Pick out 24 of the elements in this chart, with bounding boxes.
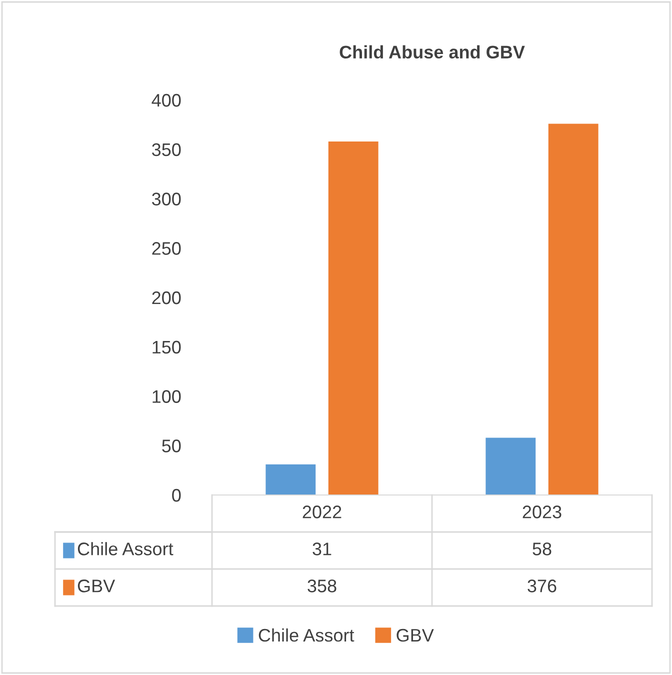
- data-label: 58: [532, 542, 552, 556]
- bar: [266, 464, 316, 495]
- y-tick-label: 350: [152, 143, 181, 156]
- y-tick-label: 300: [152, 192, 181, 206]
- y-tick-label: 400: [152, 94, 181, 107]
- text: Chile Assort: [258, 628, 354, 642]
- text: GBV: [78, 580, 116, 592]
- legend-label: Chile Assort: [78, 542, 174, 556]
- bar: [486, 438, 536, 495]
- data-label: 31: [312, 542, 332, 556]
- y-tick-label: 250: [152, 242, 181, 255]
- x-tick-label: 2023: [522, 506, 562, 518]
- bar: [548, 124, 598, 495]
- x-tick-label: 2022: [302, 506, 342, 518]
- legend-label: GBV: [396, 628, 434, 642]
- y-tick-label: 200: [152, 291, 181, 304]
- y-tick-label: 0: [172, 488, 181, 502]
- y-tick-label: 100: [152, 390, 181, 403]
- y-tick-label: 50: [162, 440, 181, 452]
- data-label: 376: [528, 580, 556, 592]
- data-label: 358: [308, 580, 336, 592]
- chart-title: Child Abuse and GBV: [340, 45, 525, 59]
- bar: [328, 141, 378, 495]
- y-tick-label: 150: [152, 340, 181, 354]
